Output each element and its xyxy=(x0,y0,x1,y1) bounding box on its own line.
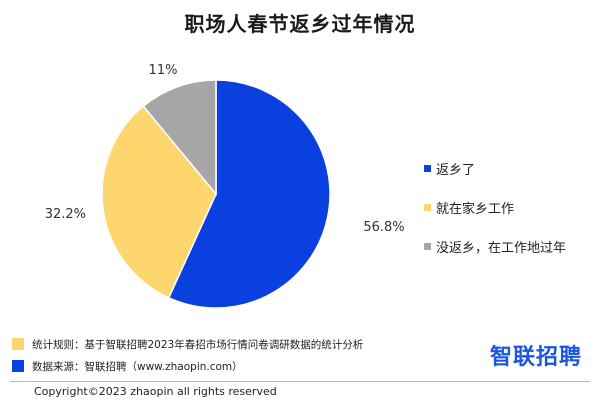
legend-item-stayed: 没返乡，在工作地过年 xyxy=(424,236,566,256)
pie-data-label-0: 56.8% xyxy=(363,220,404,235)
chart-title: 职场人春节返乡过年情况 xyxy=(184,12,416,36)
footer-notes: 统计规则：基于智联招聘2023年春招市场行情问卷调研数据的统计分析 数据来源：智… xyxy=(12,335,363,379)
pie-slice-1 xyxy=(101,105,217,299)
legend-item-local: 就在家乡工作 xyxy=(424,197,566,217)
note-data-source: 数据来源：智联招聘（www.zhaopin.com） xyxy=(12,357,363,375)
note-data-source-text: 数据来源：智联招聘（www.zhaopin.com） xyxy=(32,360,243,373)
pie-data-label-2: 11% xyxy=(149,63,178,78)
chart-legend: 返乡了 就在家乡工作 没返乡，在工作地过年 xyxy=(424,158,566,275)
legend-label-stayed: 没返乡，在工作地过年 xyxy=(436,240,567,256)
legend-swatch-local xyxy=(424,203,431,211)
note-box-blue xyxy=(12,360,24,372)
footer-divider xyxy=(10,381,590,382)
legend-label-local: 就在家乡工作 xyxy=(436,201,515,217)
pie-slice-0 xyxy=(167,79,331,309)
legend-label-returned: 返乡了 xyxy=(436,162,476,178)
copyright-text: Copyright©2023 zhaopin all rights reserv… xyxy=(34,385,277,398)
pie-data-label-1: 32.2% xyxy=(45,207,86,222)
legend-swatch-returned xyxy=(424,164,431,172)
pie-slice-2 xyxy=(142,79,217,197)
note-box-yellow xyxy=(12,338,24,350)
legend-swatch-stayed xyxy=(424,242,431,250)
legend-item-returned: 返乡了 xyxy=(424,158,566,178)
brand-logo: 智联招聘 xyxy=(489,345,582,370)
note-statistics-rule-text: 统计规则：基于智联招聘2023年春招市场行情问卷调研数据的统计分析 xyxy=(32,338,364,351)
note-statistics-rule: 统计规则：基于智联招聘2023年春招市场行情问卷调研数据的统计分析 xyxy=(12,335,363,353)
